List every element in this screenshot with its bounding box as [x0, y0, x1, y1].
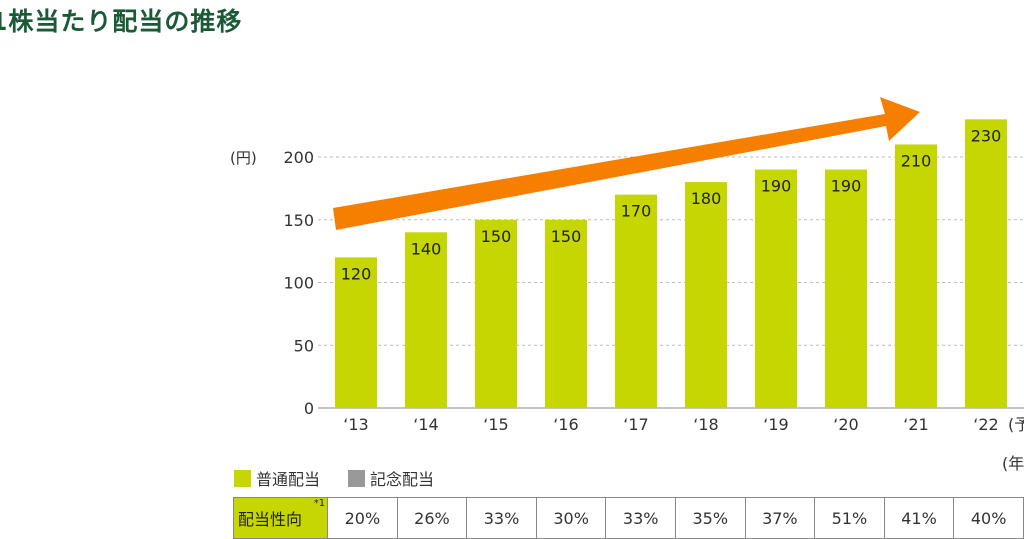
bar-value-label: 190: [831, 177, 862, 196]
bar-value-label: 190: [761, 177, 792, 196]
payout-ratio-cell: 20%: [327, 497, 398, 539]
payout-ratio-header-label: 配当性向: [238, 510, 303, 529]
y-axis-unit: (円): [230, 149, 257, 167]
footnote-marker: *1: [313, 498, 326, 509]
bar-value-label: 150: [551, 227, 582, 246]
payout-ratio-cell: 35%: [674, 497, 746, 539]
y-tick-label: 100: [283, 274, 314, 293]
payout-ratio-cell: 26%: [396, 497, 468, 539]
bar: [545, 219, 587, 408]
bar-value-label: 120: [341, 264, 372, 283]
payout-ratio-cell: 51%: [814, 497, 885, 539]
bar-value-label: 150: [481, 227, 512, 246]
bar: [335, 257, 377, 408]
y-tick-label: 200: [283, 148, 314, 167]
bar-value-label: 170: [621, 202, 652, 221]
bar: [825, 169, 867, 408]
payout-ratio-cell: 33%: [466, 497, 537, 539]
bar-value-label: 180: [691, 189, 722, 208]
payout-ratio-table: 配当性向*1 20%26%33%30%33%35%37%51%41%40%*2: [232, 497, 1024, 539]
x-tick-label: ‘18: [693, 415, 718, 434]
x-tick-label: ‘20: [833, 415, 858, 434]
x-axis-unit: (年: [1002, 454, 1024, 473]
x-tick-label: ‘17: [623, 415, 648, 434]
x-tick-label: ‘19: [763, 415, 788, 434]
payout-ratio-header: 配当性向 *1: [232, 497, 329, 539]
chart-title: 1株当たり配当の推移: [0, 7, 243, 36]
x-tick-label: ‘13: [343, 415, 368, 434]
bar-value-label: 140: [411, 239, 442, 258]
bar: [405, 232, 447, 408]
legend-swatch: [348, 469, 365, 487]
payout-ratio-cell: 41%: [883, 497, 955, 539]
payout-ratio-cell: 33%: [605, 497, 676, 539]
bar-value-label: 210: [901, 151, 932, 170]
bar-value-label: 230: [971, 126, 1002, 145]
bar: [965, 119, 1007, 408]
legend-swatch: [234, 469, 251, 487]
x-tick-suffix: (予: [1008, 415, 1024, 434]
y-tick-label: 150: [283, 211, 314, 230]
bar: [755, 169, 797, 408]
x-tick-label: ‘22: [973, 415, 998, 434]
trend-arrow: [333, 97, 920, 230]
y-tick-label: 50: [294, 336, 314, 355]
bar-chart: 0 50 100 150 200 (円) 120 ‘13 140 ‘14 150 ‘15 150 ‘16 1…: [230, 97, 1024, 434]
x-tick-label: ‘16: [553, 415, 578, 434]
y-tick-label: 0: [304, 399, 314, 418]
legend-label: 記念配当: [370, 470, 435, 489]
bar: [615, 194, 657, 408]
payout-ratio-cell: 40%*2: [953, 497, 1024, 539]
legend-label: 普通配当: [256, 470, 321, 489]
bar: [685, 182, 727, 408]
payout-ratio-cell: 30%: [535, 497, 607, 539]
legend-item-commemorative: 記念配当: [348, 466, 434, 490]
x-tick-label: ‘14: [413, 415, 438, 434]
legend-item-regular: 普通配当: [234, 466, 320, 490]
bar: [895, 144, 937, 408]
bar: [475, 219, 517, 408]
payout-ratio-cell: 37%: [744, 497, 816, 539]
x-tick-label: ‘21: [903, 415, 928, 434]
x-tick-label: ‘15: [483, 415, 508, 434]
